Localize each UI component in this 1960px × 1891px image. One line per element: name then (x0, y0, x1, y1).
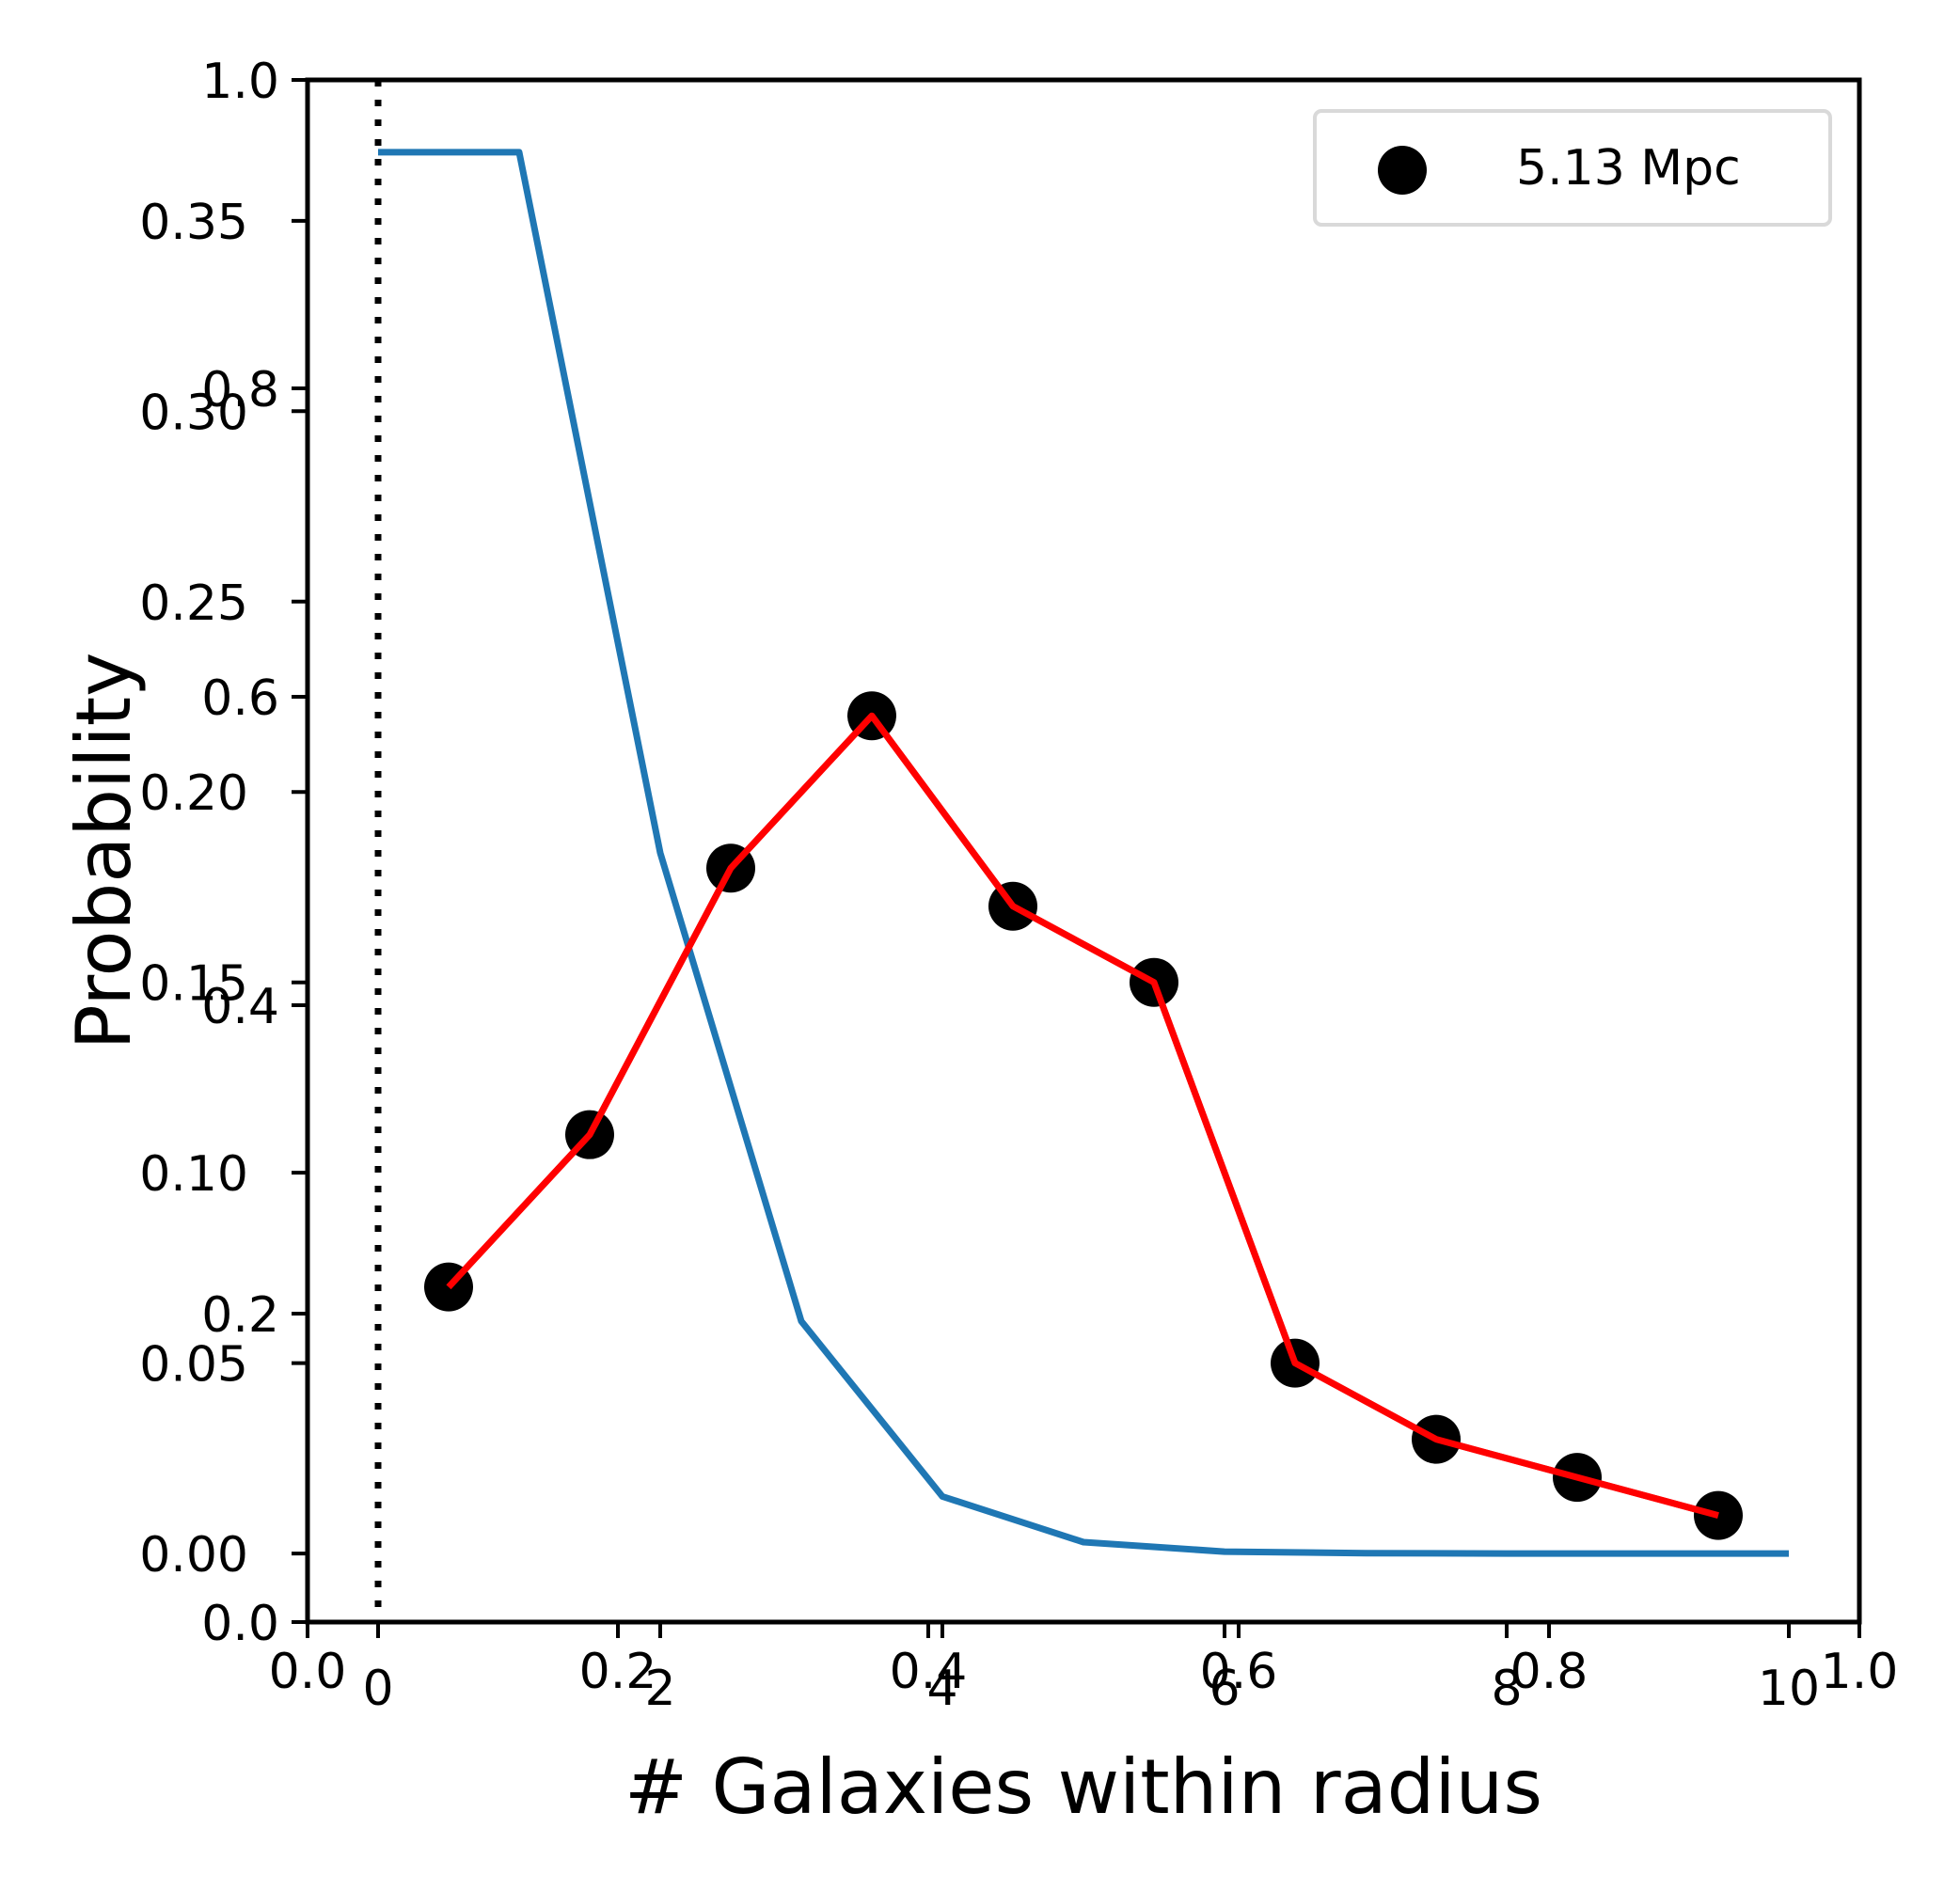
y-tick-label: 0.35 (139, 195, 248, 251)
overlay-y-tick-label: 1.0 (201, 54, 279, 110)
x-tick-label: 10 (1758, 1661, 1820, 1717)
y-tick-label: 0.25 (139, 575, 248, 632)
overlay-y-tick-label: 0.0 (201, 1596, 279, 1652)
y-tick-label: 0.20 (139, 765, 248, 822)
axes-frame (305, 77, 1862, 1625)
overlay-y-tick-label: 0.8 (201, 362, 279, 418)
y-axis-title: Probability (60, 653, 148, 1050)
overlay-x-tick-label: 0.6 (1200, 1644, 1278, 1700)
x-axis-title: # Galaxies within radius (624, 1743, 1542, 1831)
overlay-x-tick-label: 0.0 (269, 1644, 347, 1700)
plot-area (374, 80, 1789, 1622)
overlay-y-tick-label: 0.6 (201, 670, 279, 727)
legend-label: 5.13 Mpc (1516, 140, 1741, 197)
x-tick-label: 6 (1209, 1661, 1240, 1717)
x-tick-label: 4 (926, 1661, 957, 1717)
axis-ticks: 0 2 4 6 8 10 0.00 0.05 0.10 0.15 0.20 0.25 0.30 0.35 0… (139, 54, 1898, 1717)
legend-box (1313, 109, 1832, 227)
series-line-0 (378, 149, 1789, 1557)
legend-marker (1378, 146, 1427, 195)
x-tick-label: 0 (362, 1661, 393, 1717)
x-tick-label: 2 (644, 1661, 675, 1717)
overlay-y-tick-label: 0.4 (201, 979, 279, 1035)
overlay-y-tick-label: 0.2 (201, 1287, 279, 1344)
x-tick-label: 8 (1491, 1661, 1522, 1717)
y-tick-label: 0.05 (139, 1337, 248, 1394)
overlay-x-tick-label: 0.8 (1510, 1644, 1589, 1700)
overlay-x-tick-label: 0.2 (579, 1644, 657, 1700)
y-tick-label: 0.10 (139, 1146, 248, 1203)
overlay-x-tick-label: 1.0 (1821, 1644, 1899, 1700)
y-tick-label: 0.30 (139, 385, 248, 441)
series-line-overlay (446, 712, 1719, 1519)
overlay-x-tick-label: 0.4 (890, 1644, 968, 1700)
y-tick-label: 0.15 (139, 956, 248, 1013)
y-tick-label: 0.00 (139, 1527, 248, 1584)
data-point (1694, 1490, 1743, 1540)
legend: 5.13 Mpc (1313, 109, 1832, 227)
